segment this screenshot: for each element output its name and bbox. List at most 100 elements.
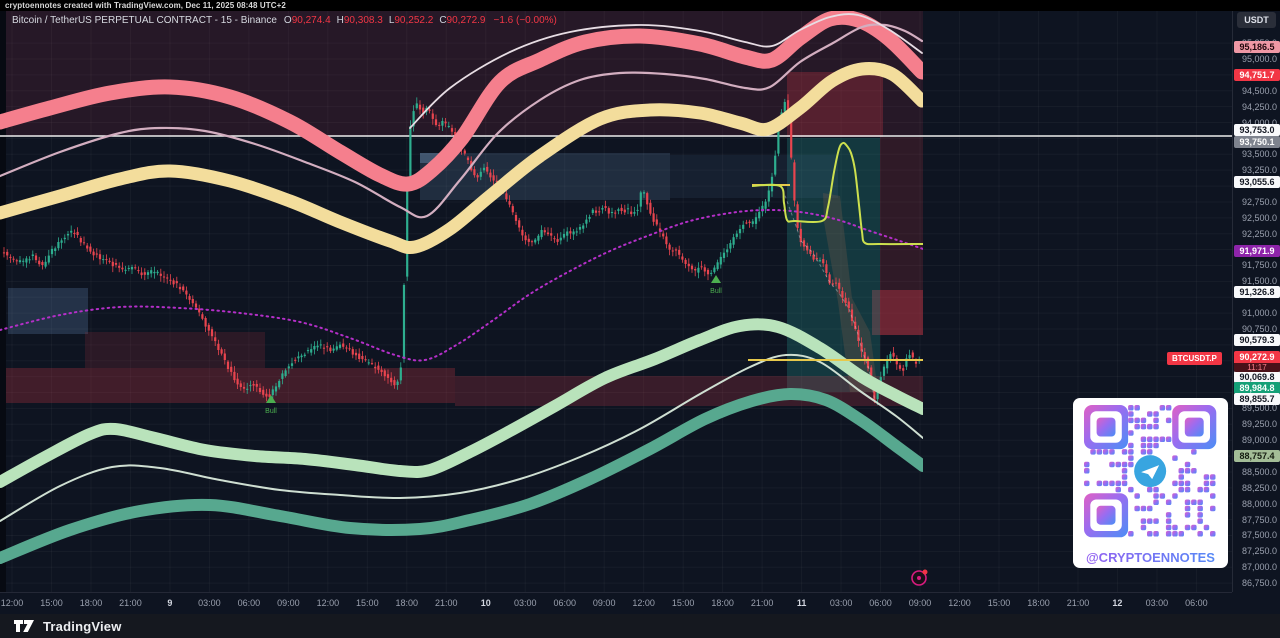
qr-module	[1165, 417, 1172, 424]
qr-module	[1153, 417, 1159, 424]
time-tick: 21:00	[1066, 598, 1090, 608]
time-tick: 03:00	[1145, 598, 1169, 608]
tradingview-logo-text[interactable]: TradingView	[43, 618, 122, 634]
price-tag: 94,751.7	[1234, 69, 1280, 81]
price-tick: 86,750.0	[1241, 578, 1277, 589]
qr-module	[1102, 480, 1109, 487]
close-value: 90,272.9	[446, 15, 486, 26]
candlesticks	[2, 94, 921, 406]
qr-module	[1184, 486, 1191, 493]
chart-legend[interactable]: Bitcoin / TetherUS PERPETUAL CONTRACT - …	[12, 15, 557, 26]
qr-module	[1203, 474, 1210, 480]
qr-module	[1128, 461, 1134, 468]
time-tick: 06:00	[237, 598, 261, 608]
ghost-shape	[823, 193, 878, 392]
qr-module	[1184, 499, 1191, 505]
qr-code-panel: @CRYPTOENNOTES	[1073, 398, 1228, 568]
time-tick: 21:00	[119, 598, 142, 608]
zone-box	[0, 10, 923, 136]
price-tick: 93,250.0	[1241, 165, 1277, 176]
candle-wicks-up	[19, 97, 920, 406]
time-tick: 06:00	[1185, 598, 1208, 608]
qr-module	[1128, 531, 1134, 537]
symbol-title[interactable]: Bitcoin / TetherUS PERPETUAL CONTRACT - …	[12, 15, 277, 26]
qr-module	[1147, 531, 1153, 537]
qr-module	[1128, 417, 1134, 424]
price-tick: 87,750.0	[1241, 514, 1277, 525]
qr-module	[1165, 531, 1172, 537]
time-tick: 03:00	[829, 598, 853, 608]
qr-module	[1159, 436, 1166, 442]
qr-module	[1084, 480, 1090, 487]
qr-module	[1140, 423, 1147, 430]
zone-box	[8, 288, 88, 334]
time-axis[interactable]: 12:00 15:00 18:00 21:00 9 03:00 06:00 09:00 12:0…	[0, 592, 1232, 615]
low-value: 90,252.2	[394, 15, 434, 26]
qr-module	[1121, 480, 1128, 487]
qr-module	[1191, 524, 1197, 531]
time-tick: 15:00	[356, 598, 379, 608]
bar-countdown: 11:17	[1234, 363, 1280, 372]
qr-module	[1153, 493, 1159, 499]
time-tick: 18:00	[79, 598, 103, 608]
qr-module	[1128, 442, 1134, 449]
bull-triangle-icon	[266, 395, 276, 403]
currency-toggle-button[interactable]: USDT	[1237, 12, 1276, 28]
time-tick-day: 10	[480, 598, 491, 608]
price-tag: 89,984.8	[1234, 382, 1280, 394]
qr-module	[1172, 524, 1178, 531]
qr-module	[1172, 480, 1178, 487]
qr-module	[1184, 512, 1191, 518]
symbol-price-tag: BTCUSDT.P	[1167, 352, 1222, 365]
qr-module	[1134, 493, 1140, 499]
qr-module	[1109, 480, 1115, 487]
grid-lines	[0, 10, 1232, 592]
qr-module	[1178, 531, 1184, 537]
qr-module	[1147, 518, 1153, 524]
time-tick: 12:00	[948, 598, 971, 608]
qr-module	[1134, 417, 1140, 424]
price-tag: 90,579.3	[1234, 334, 1280, 346]
replay-icon[interactable]	[911, 569, 928, 586]
open-label: O	[283, 15, 292, 26]
qr-module	[1096, 480, 1103, 487]
candle-wicks-down	[3, 94, 917, 404]
zone-box	[670, 155, 838, 198]
left-margin	[0, 10, 6, 592]
qr-module	[1153, 486, 1159, 493]
tradingview-logo-icon[interactable]	[14, 619, 36, 633]
qr-module	[1165, 518, 1172, 524]
qr-module	[1165, 512, 1172, 518]
price-tick: 89,250.0	[1241, 419, 1277, 430]
qr-module	[1109, 449, 1115, 455]
price-axis[interactable]: 95,250.095,000.094,500.094,250.094,000.0…	[1232, 10, 1280, 592]
qr-module	[1210, 480, 1216, 487]
current-price-tag: 90,272.9 11:17	[1234, 351, 1280, 372]
qr-module	[1134, 405, 1140, 411]
mint-band	[0, 318, 923, 488]
attribution-bar: cryptoennotes created with TradingView.c…	[0, 0, 1280, 11]
telegram-handle: @CRYPTOENNOTES	[1073, 550, 1228, 565]
time-tick: 03:00	[513, 598, 537, 608]
zone-box	[872, 290, 923, 335]
mauve-line	[0, 23, 923, 219]
qr-module	[1128, 449, 1134, 455]
qr-module	[1140, 524, 1147, 531]
qr-module	[1090, 449, 1096, 455]
attribution-text: cryptoennotes created with TradingView.c…	[5, 1, 286, 10]
qr-module	[1128, 411, 1134, 417]
qr-module	[1140, 505, 1147, 512]
replay-dot	[917, 576, 921, 580]
price-tick: 91,750.0	[1241, 260, 1277, 271]
time-tick: 09:00	[908, 598, 932, 608]
time-tick: 21:00	[750, 598, 774, 608]
qr-module	[1172, 531, 1178, 537]
qr-module	[1153, 423, 1159, 430]
high-label: H	[336, 15, 344, 26]
qr-module	[1147, 436, 1153, 442]
qr-module	[1134, 505, 1140, 512]
signal-curve	[751, 141, 923, 246]
high-value: 90,308.3	[343, 15, 383, 26]
close-label: C	[439, 15, 447, 26]
